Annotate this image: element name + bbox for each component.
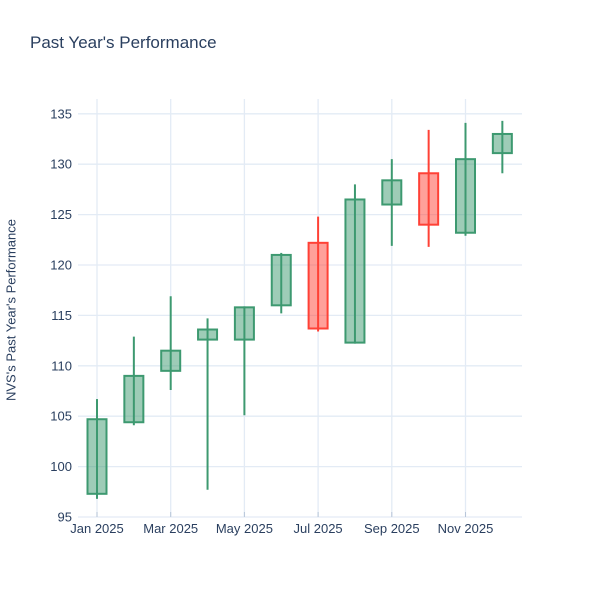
x-tick-label: Nov 2025	[438, 521, 494, 536]
x-tick-label: Jul 2025	[294, 521, 343, 536]
candle-nov-2025[interactable]	[455, 122, 476, 236]
candle-jul-2025[interactable]	[307, 216, 329, 332]
candle-apr-2025[interactable]	[197, 318, 219, 490]
candle-oct-2025[interactable]	[418, 129, 440, 247]
candle-feb-2025[interactable]	[123, 336, 145, 426]
candle-jan-2025[interactable]	[86, 399, 108, 499]
candle-body	[233, 306, 255, 341]
y-tick-label: 100	[50, 459, 72, 474]
y-tick-label: 135	[50, 106, 72, 121]
y-tick-label: 125	[50, 207, 72, 222]
chart-title: Past Year's Performance	[30, 33, 217, 52]
x-tick-label: Sep 2025	[364, 521, 420, 536]
candle-dec-2025[interactable]	[491, 120, 513, 174]
y-tick-label: 110	[51, 358, 72, 373]
candle-jun-2025[interactable]	[270, 252, 292, 314]
candle-aug-2025[interactable]	[344, 184, 366, 344]
candle-mar-2025[interactable]	[160, 296, 182, 390]
candle-body	[86, 418, 108, 495]
y-tick-label: 115	[51, 308, 72, 323]
candle-body	[491, 132, 513, 155]
candle-body	[455, 158, 476, 234]
y-tick-label: 120	[50, 258, 72, 273]
candle-may-2025[interactable]	[233, 306, 255, 416]
candle-body	[270, 253, 292, 307]
candle-body	[123, 374, 145, 424]
candle-body	[381, 179, 403, 206]
candle-sep-2025[interactable]	[381, 159, 403, 246]
y-tick-label: 105	[50, 409, 72, 424]
y-tick-label: 95	[58, 510, 72, 525]
candle-body	[418, 172, 440, 226]
x-tick-label: Jan 2025	[70, 521, 124, 536]
x-tick-label: May 2025	[216, 521, 273, 536]
candle-body	[344, 198, 366, 344]
candle-body	[307, 241, 329, 330]
x-tick-label: Mar 2025	[143, 521, 198, 536]
candle-body	[160, 349, 182, 372]
y-tick-label: 130	[50, 157, 72, 172]
candle-body	[197, 328, 219, 341]
